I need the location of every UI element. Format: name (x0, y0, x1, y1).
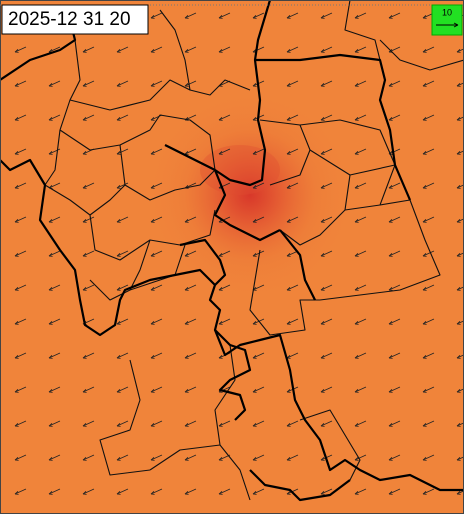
wind-legend-label: 10 (442, 7, 452, 17)
region-borders (0, 0, 464, 502)
wind-legend-box (431, 4, 463, 36)
timestamp: 2025-12 31 20 (8, 9, 131, 30)
district-borders (44, 0, 464, 501)
wind-legend-arrowhead (453, 22, 459, 28)
timestamp-box (1, 4, 149, 35)
